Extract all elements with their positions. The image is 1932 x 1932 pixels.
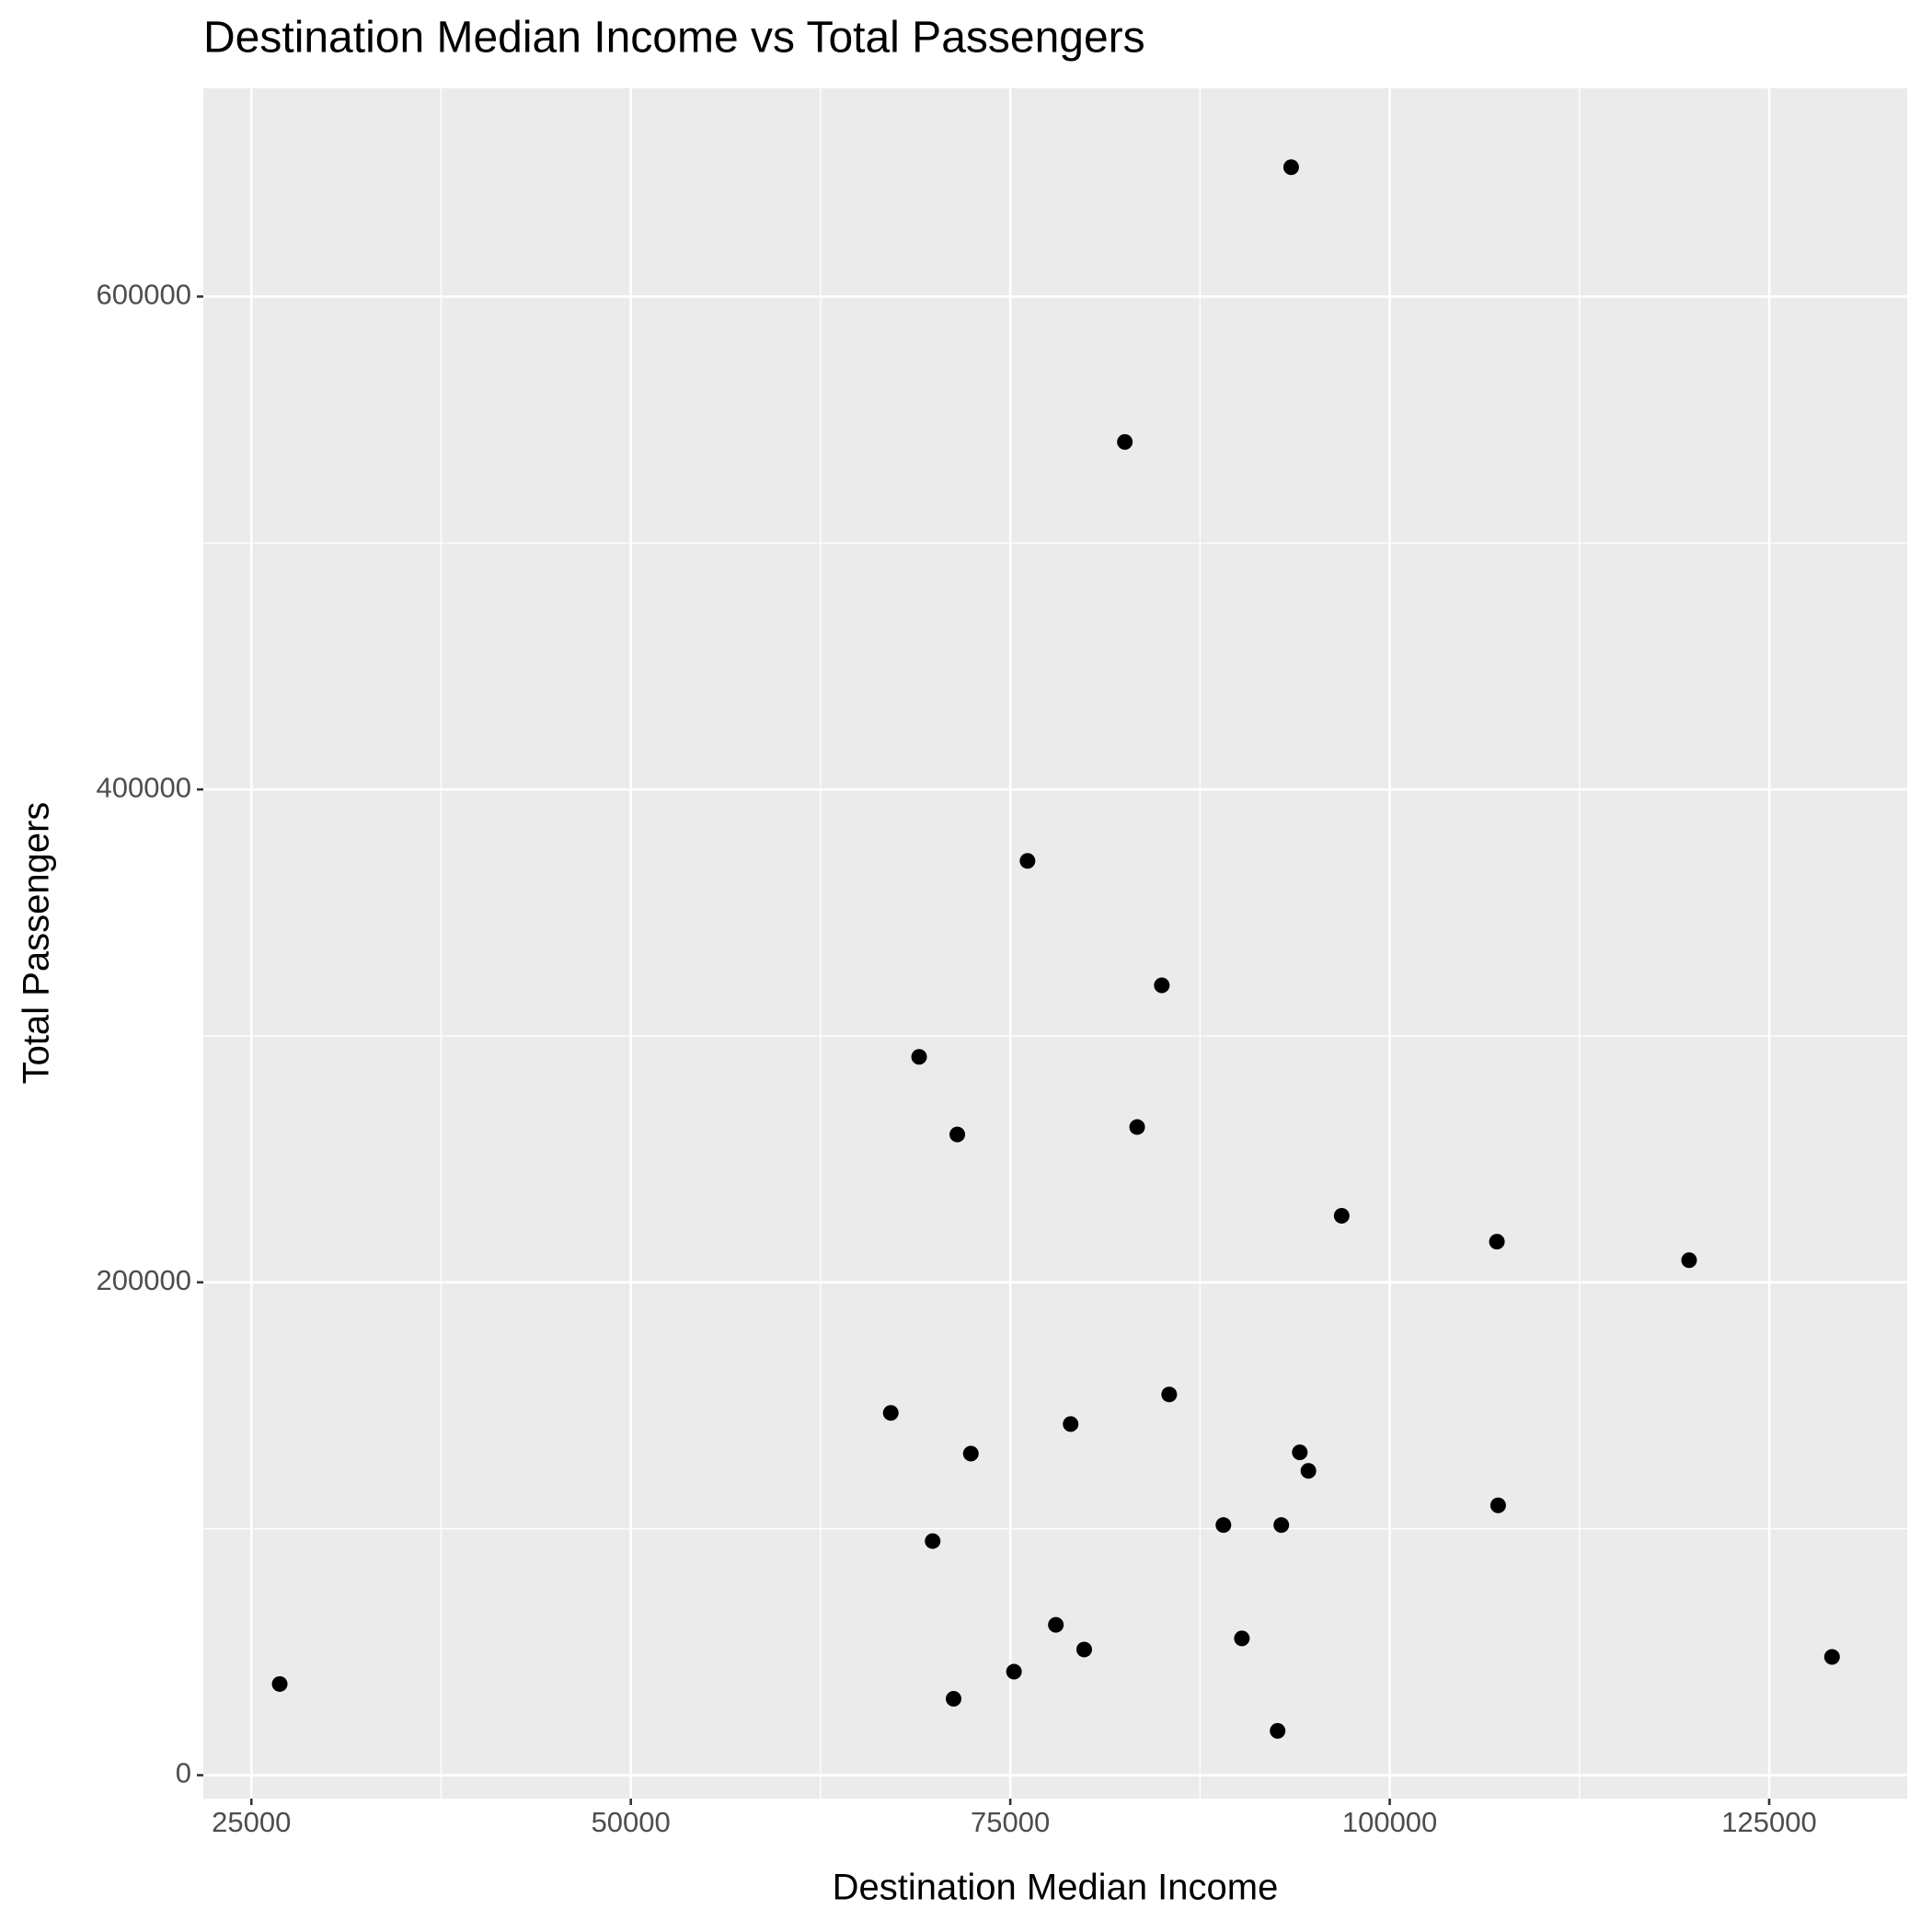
- point: [1019, 853, 1036, 869]
- point: [1048, 1616, 1064, 1633]
- plot-panel: [203, 88, 1907, 1799]
- point: [1270, 1722, 1286, 1739]
- x-tick-label: 50000: [592, 1806, 671, 1838]
- y-tick-label: 400000: [97, 771, 191, 803]
- point: [1006, 1663, 1022, 1680]
- point: [1489, 1497, 1506, 1513]
- x-tick-label: 75000: [971, 1806, 1050, 1838]
- point: [946, 1691, 962, 1708]
- point: [949, 1126, 966, 1143]
- y-tick-label: 0: [176, 1757, 191, 1789]
- point: [1333, 1207, 1350, 1224]
- y-tick-label: 600000: [97, 279, 191, 311]
- point: [271, 1675, 288, 1692]
- x-axis-title: Destination Median Income: [833, 1868, 1279, 1908]
- point: [1075, 1641, 1092, 1658]
- point: [1681, 1252, 1697, 1269]
- point: [1292, 1444, 1308, 1461]
- x-tick-label: 100000: [1342, 1806, 1437, 1838]
- point: [1154, 977, 1170, 994]
- x-tick-label: 25000: [212, 1806, 291, 1838]
- x-tick-label: 125000: [1721, 1806, 1816, 1838]
- point: [1215, 1517, 1232, 1534]
- point: [1300, 1463, 1317, 1479]
- point: [1489, 1234, 1505, 1250]
- point: [1117, 433, 1133, 450]
- point: [925, 1533, 941, 1549]
- y-axis-title: Total Passengers: [17, 802, 57, 1085]
- point: [1282, 159, 1299, 176]
- point: [1273, 1517, 1290, 1534]
- point: [1129, 1119, 1145, 1135]
- point: [1063, 1416, 1079, 1432]
- point: [1823, 1649, 1840, 1665]
- y-tick-label: 200000: [97, 1264, 191, 1296]
- point: [962, 1445, 979, 1462]
- point: [911, 1049, 927, 1065]
- point: [1234, 1630, 1250, 1647]
- chart-title: Destination Median Income vs Total Passe…: [203, 14, 1145, 63]
- point: [882, 1405, 899, 1421]
- point: [1161, 1386, 1178, 1403]
